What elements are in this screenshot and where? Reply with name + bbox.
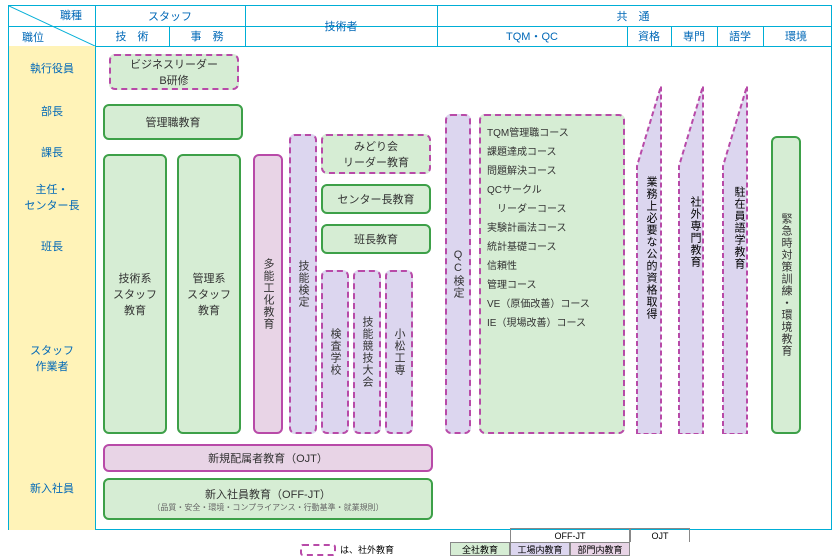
tqm-item: VE（原価改善）コース [487,295,617,314]
box-qc: QC検定 [445,114,471,434]
line [9,46,831,47]
row-kacho: 課長 [9,132,95,172]
legend-note: は、社外教育 [340,543,394,556]
tqm-item: TQM管理職コース [487,124,617,143]
box-kstaff: 管理系 スタッフ教育 [177,154,241,434]
hdr-shikaku: 資格 [627,26,671,46]
tqm-item: 問題解決コース [487,162,617,181]
row-shinnyu: 新入社員 [9,446,95,530]
tqm-item: 実験計画法コース [487,219,617,238]
chart-frame: 職種 職位 スタッフ 技術者 共 通 技 術 事 務 TQM・QC 資格 専門 … [8,5,832,530]
hdr-shokui: 職位 [9,28,57,46]
box-gyomu: 業務上必要な公的資格取得 [639,176,659,320]
box-kensa: 検査学校 [321,270,349,434]
hdr-jimu: 事 務 [169,26,245,46]
box-shinnyu: 新入社員教育（OFF-JT） （品質・安全・環境・コンプライアンス・行動基準・就… [103,478,433,520]
box-shagai: 社外専門教育 [683,196,703,268]
box-kinkyu: 緊急時対策訓練・環境教育 [771,136,801,434]
hdr-kankyo: 環境 [763,26,829,46]
box-kanri: 管理職教育 [103,104,243,140]
box-chuzai: 駐在員語学教育 [727,186,747,270]
box-midori: みどり会 リーダー教育 [321,134,431,174]
lg-bumon: 部門内教育 [570,542,630,556]
tqm-item: IE（現場改善）コース [487,314,617,333]
lg-offjt: OFF-JT [510,528,630,542]
row-bucho: 部長 [9,90,95,132]
tqm-list: TQM管理職コース 課題達成コース 問題解決コース QCサークル リーダーコース… [479,114,625,434]
box-center: センター長教育 [321,184,431,214]
box-tanoko: 多能工化教育 [253,154,283,434]
tqm-item: QCサークル リーダーコース [487,181,617,219]
box-biz: ビジネスリーダー B研修 [109,54,239,90]
row-exec: 執行役員 [9,46,95,90]
row-hancho: 班長 [9,222,95,270]
tqm-item: 統計基礎コース [487,238,617,257]
hdr-shokushu: 職種 [47,6,95,24]
line [95,6,96,529]
hdr-gijutsu: 技 術 [95,26,169,46]
row-staff: スタッフ 作業者 [9,270,95,446]
hdr-senmon: 専門 [671,26,717,46]
tqm-item: 課題達成コース [487,143,617,162]
lg-kojo: 工場内教育 [510,542,570,556]
lg-ojt: OJT [630,528,690,542]
hdr-gogaku: 語学 [717,26,763,46]
box-ginoken: 技能検定 [289,134,317,434]
shinnyu-title: 新入社員教育（OFF-JT） [205,486,331,502]
box-ginokyo: 技能競技大会 [353,270,381,434]
legend-dash: は、社外教育 [300,543,394,556]
box-komatsu: 小松工専 [385,270,413,434]
dash-sample [300,544,336,556]
row-shunin: 主任・ センター長 [9,172,95,222]
tqm-item: 信頼性 [487,257,617,276]
tqm-item: 管理コース [487,276,617,295]
hdr-tqm: TQM・QC [437,26,627,46]
shinnyu-sub: （品質・安全・環境・コンプライアンス・行動基準・就業規則） [152,502,383,513]
legend-table: OFF-JT OJT 全社教育 工場内教育 部門内教育 [450,528,690,556]
box-hancho: 班長教育 [321,224,431,254]
lg-zensha: 全社教育 [450,542,510,556]
hdr-staff: スタッフ [95,6,245,26]
box-gstaff: 技術系 スタッフ教育 [103,154,167,434]
hdr-gijutsusha: 技術者 [245,6,437,46]
box-shinki: 新規配属者教育（OJT） [103,444,433,472]
hdr-kyotsu: 共 通 [437,6,829,26]
